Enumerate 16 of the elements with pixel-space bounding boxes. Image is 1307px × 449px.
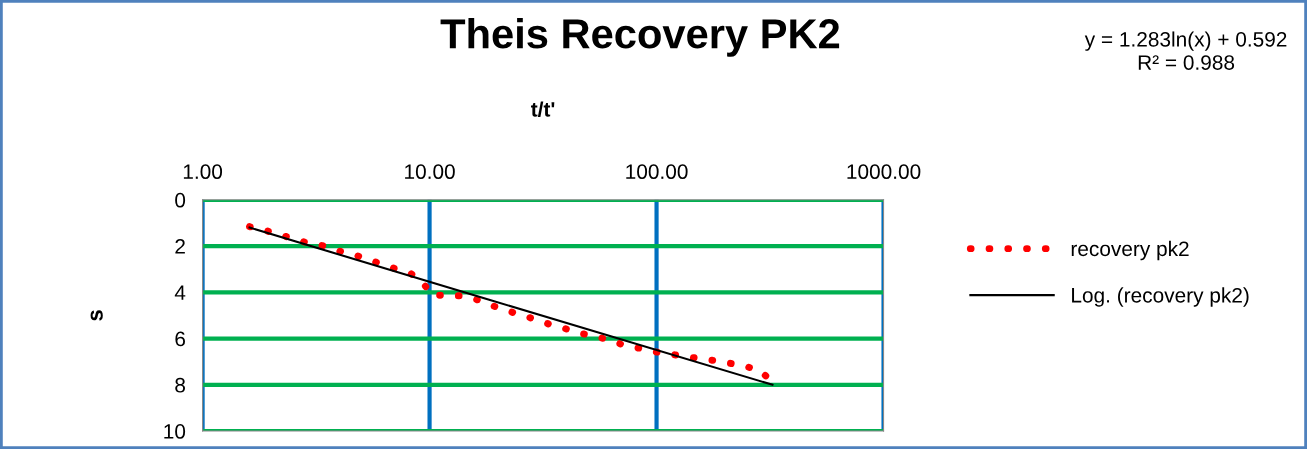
y-axis-title: s [90, 310, 103, 321]
y-tick-label: 8 [175, 377, 186, 393]
y-tick-label: 2 [175, 239, 185, 254]
y-tick-label: 4 [174, 285, 186, 300]
x-tick-label: 100.00 [626, 164, 688, 180]
y-tick-label: 0 [175, 192, 186, 208]
y-tick-label: 6 [175, 331, 185, 347]
y-tick-label: 10 [164, 424, 186, 439]
text: y = 1.283ln(x) + 0.592 R² = 0.988 [1084, 31, 1287, 70]
x-tick-label: 10.00 [405, 164, 455, 180]
x-tick-label: 1.00 [183, 164, 223, 180]
x-axis-title: t/t' [531, 101, 555, 117]
legend-label: recovery pk2 [1071, 240, 1189, 261]
legend-label: Log. (recovery pk2) [1072, 287, 1249, 307]
x-tick-label: 1000.00 [847, 164, 921, 180]
chart-title: Theis Recovery PK2 [440, 17, 840, 57]
